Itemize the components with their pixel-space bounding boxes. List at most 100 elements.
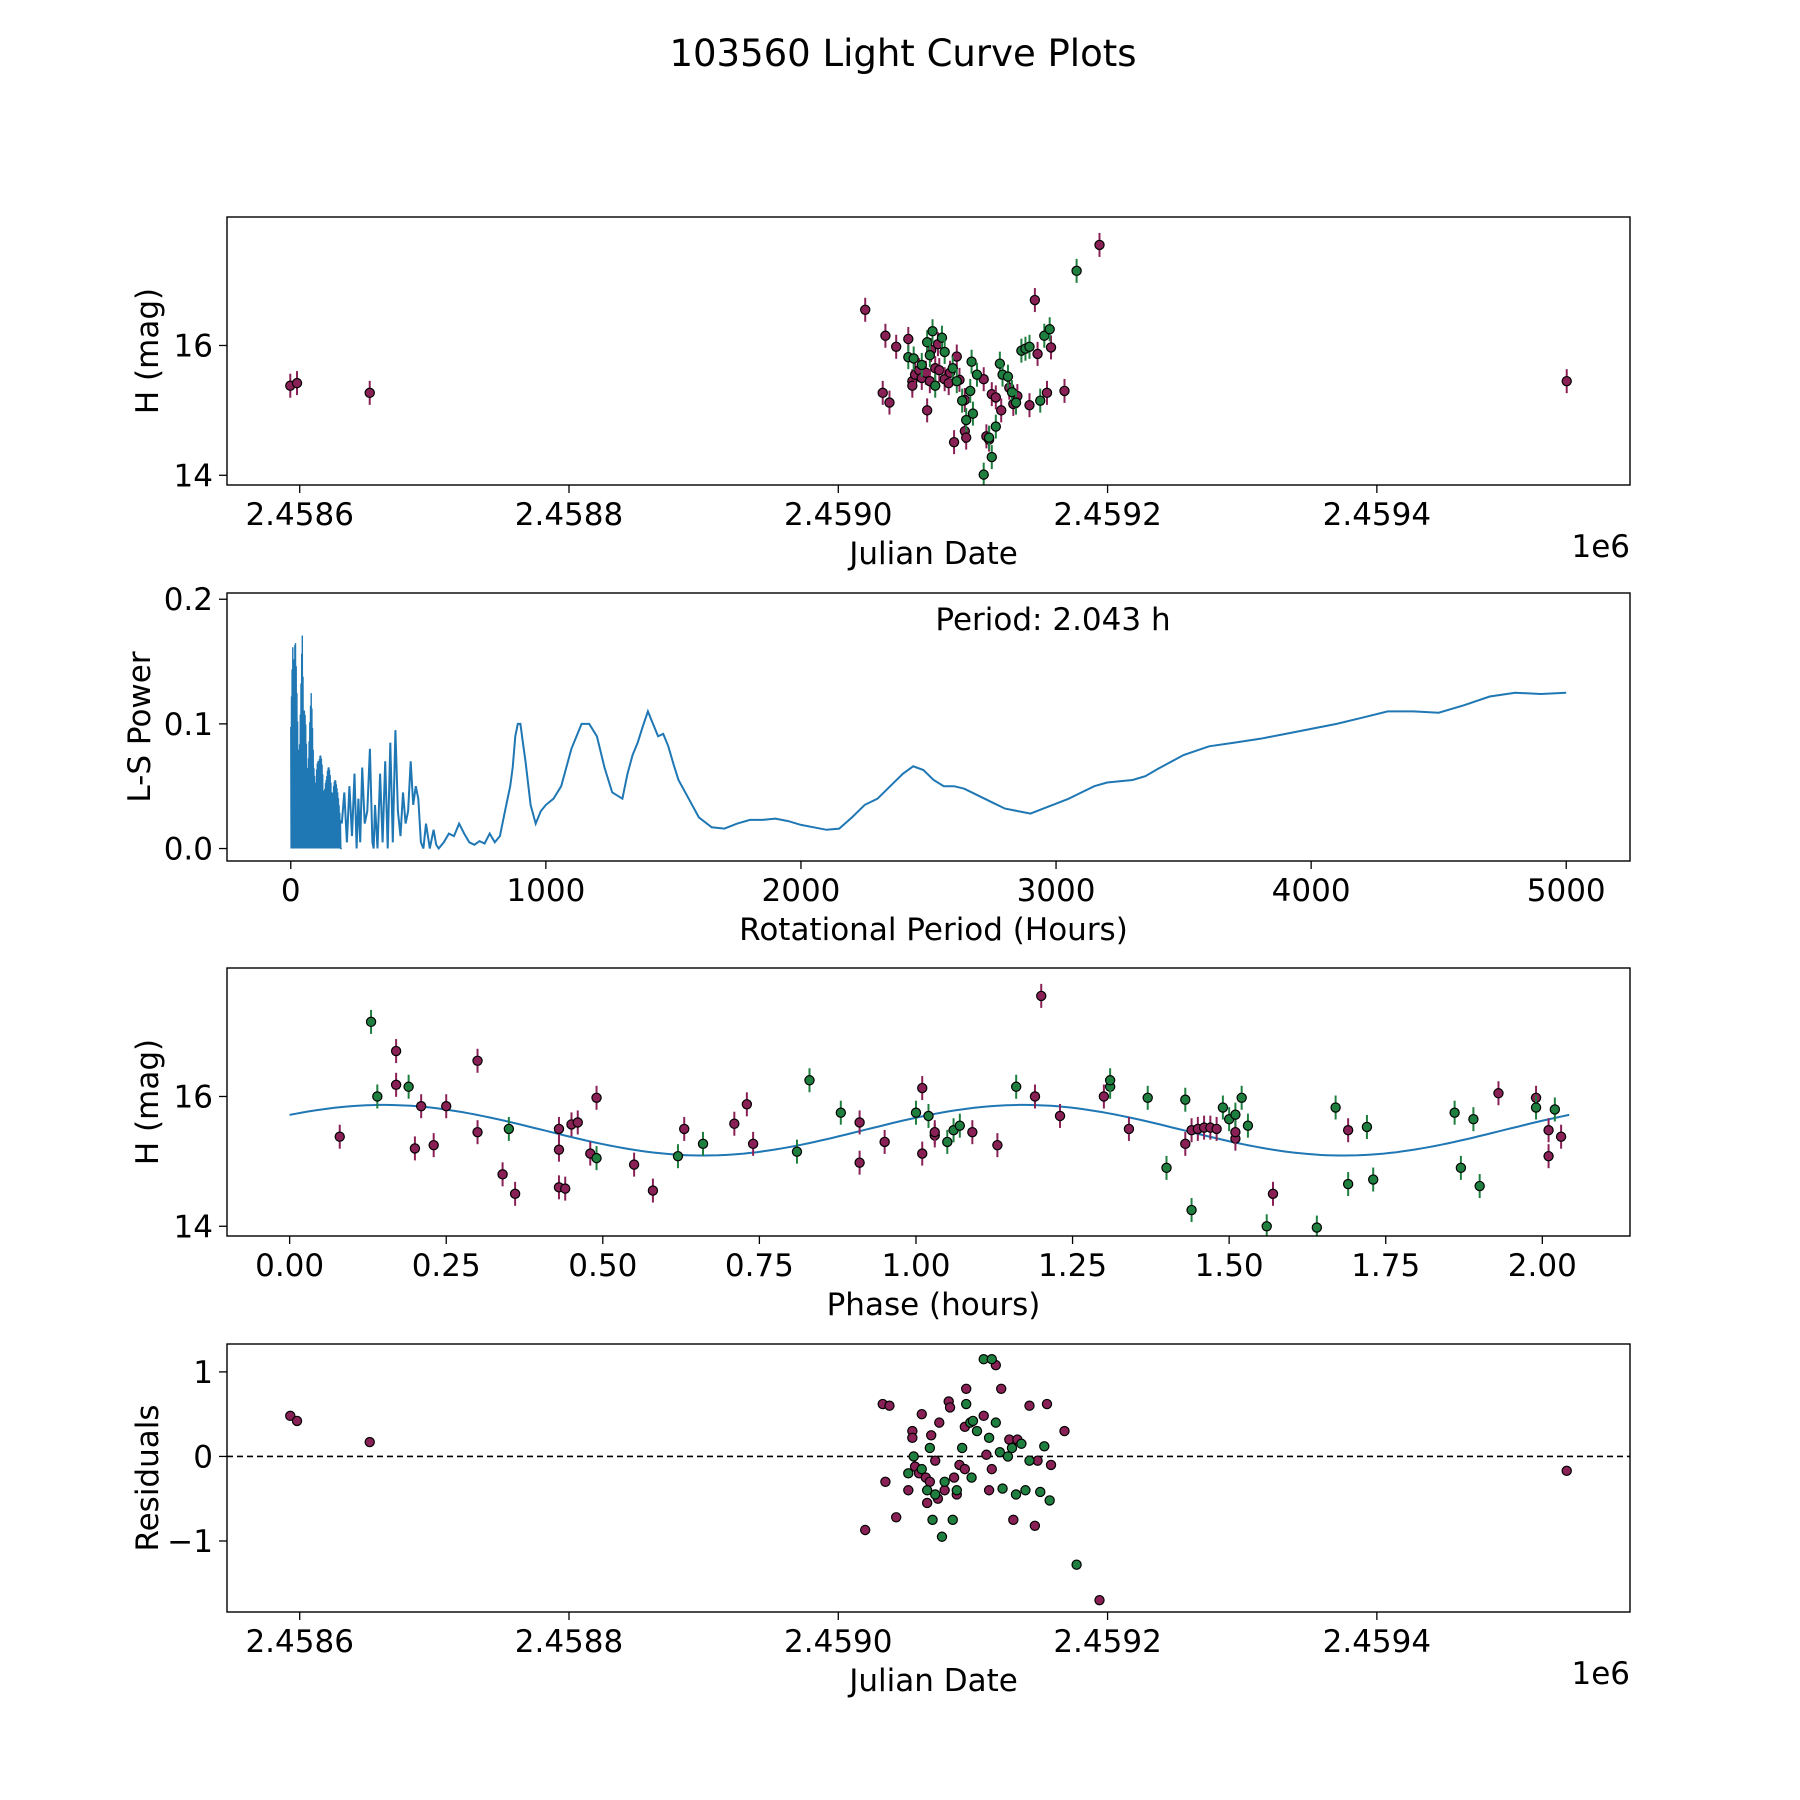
x-tick-label: 0.25 (412, 1248, 481, 1284)
data-point (1029, 1520, 1041, 1531)
data-point (591, 1092, 602, 1103)
y-tick-label: 14 (174, 1209, 213, 1245)
data-point (884, 397, 895, 408)
data-point (1230, 1126, 1241, 1138)
data-point (1368, 1174, 1379, 1185)
data-point (936, 1531, 948, 1542)
data-point (934, 1417, 945, 1428)
data-point (572, 1117, 583, 1128)
x-axis-label: Julian Date (847, 1663, 1018, 1699)
data-point (947, 1514, 958, 1526)
data-point (983, 1485, 995, 1496)
data-point (990, 421, 1002, 432)
data-point (916, 1408, 927, 1420)
data-point (884, 1400, 895, 1411)
data-point (1161, 1162, 1172, 1174)
x-tick-label: 1000 (506, 873, 585, 909)
y-tick-label: −1 (167, 1524, 213, 1560)
data-point (924, 1442, 936, 1454)
x-tick-label: 2.4590 (784, 497, 892, 533)
y-tick-label: 1 (193, 1355, 213, 1391)
data-point (921, 405, 933, 416)
data-point (1010, 397, 1022, 408)
data-point (1180, 1138, 1191, 1150)
data-point (1098, 1091, 1110, 1102)
data-point (1104, 1075, 1116, 1086)
x-axis-label: Rotational Period (Hours) (739, 912, 1128, 948)
data-point (1561, 1465, 1572, 1477)
periodogram-line (340, 691, 1567, 851)
data-point (966, 356, 977, 367)
data-point (923, 1110, 934, 1122)
data-point (978, 1410, 989, 1422)
data-point (1024, 1400, 1035, 1411)
data-point (860, 1524, 871, 1536)
data-point (1094, 239, 1105, 251)
data-point (1186, 1204, 1197, 1216)
data-point (1123, 1123, 1135, 1135)
x-tick-label: 1.25 (1038, 1248, 1107, 1284)
data-point (1071, 265, 1082, 277)
axes-frame (226, 592, 1631, 862)
data-point (697, 1138, 709, 1150)
data-point (1029, 294, 1041, 306)
data-point (967, 1415, 979, 1427)
data-point (1035, 1486, 1046, 1498)
data-point (1044, 324, 1055, 335)
data-point (930, 1455, 941, 1466)
data-point (978, 469, 989, 480)
data-point (854, 1117, 865, 1128)
y-tick-label: 0.1 (164, 707, 213, 743)
x-tick-label: 1.00 (881, 1248, 950, 1284)
data-point (1361, 1121, 1373, 1133)
x-tick-label: 2000 (762, 873, 841, 909)
data-point (1468, 1113, 1479, 1125)
data-point (927, 1514, 938, 1526)
data-point (1010, 1489, 1022, 1500)
data-point (903, 1485, 914, 1496)
data-point (921, 1485, 933, 1496)
data-point (961, 414, 972, 426)
plot-area (289, 983, 1570, 1236)
period-annotation: Period: 2.043 h (935, 602, 1170, 638)
x-tick-label: 2.4586 (245, 497, 353, 533)
axes-frame (226, 1343, 1631, 1613)
data-point (934, 364, 945, 376)
data-point (917, 1082, 928, 1094)
data-point (921, 1497, 933, 1509)
data-point (1044, 1495, 1055, 1506)
data-point (907, 1432, 918, 1444)
data-point (939, 346, 950, 358)
x-tick-label: 1.50 (1195, 1248, 1264, 1284)
data-point (929, 1126, 940, 1138)
data-point (1059, 385, 1070, 397)
data-point (880, 1476, 891, 1488)
data-point (927, 326, 938, 337)
data-point (961, 432, 972, 443)
data-point (986, 1463, 997, 1475)
data-point (948, 1472, 960, 1483)
data-point (966, 1472, 977, 1483)
x-tick-label: 2.00 (1508, 1248, 1577, 1284)
data-point (961, 1383, 972, 1395)
data-point (1010, 1081, 1022, 1092)
data-point (628, 1159, 640, 1170)
data-point (591, 1152, 602, 1164)
y-tick-label: 16 (174, 1079, 213, 1115)
x-tick-label: 5000 (1527, 873, 1606, 909)
data-point (1094, 1594, 1105, 1606)
data-point (1211, 1123, 1222, 1135)
data-point (1006, 1442, 1018, 1454)
data-point (925, 1430, 937, 1441)
data-point (1242, 1120, 1254, 1131)
data-point (986, 451, 997, 463)
data-point (967, 408, 979, 419)
data-point (996, 405, 1007, 416)
residuals-panel: 2.4586 2.4588 2.4590 2.4592 2.4594 −1 0 1 Julian… (130, 1343, 1631, 1699)
x-axis-label: Phase (hours) (827, 1287, 1041, 1323)
y-axis-label: H (mag) (130, 288, 166, 414)
data-point (903, 333, 914, 345)
x-tick-label: 2.4588 (515, 1624, 623, 1660)
data-point (961, 1398, 972, 1410)
data-point (403, 1081, 414, 1092)
